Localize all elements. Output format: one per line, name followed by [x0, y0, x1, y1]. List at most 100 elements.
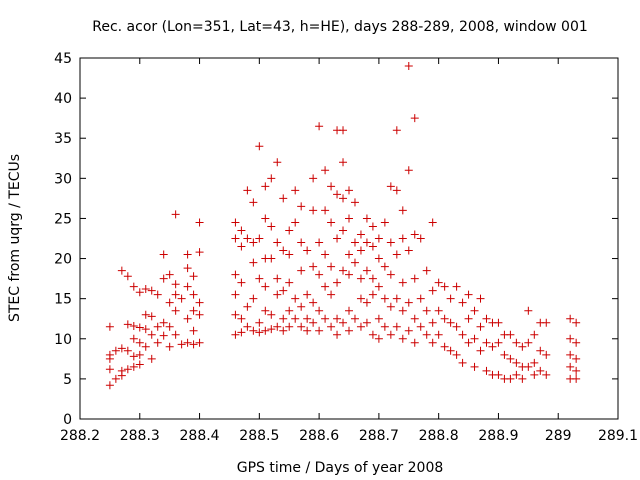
data-point-marker [398, 334, 407, 343]
data-point-marker [267, 325, 276, 334]
data-point-marker [368, 274, 377, 283]
data-point-marker [129, 334, 138, 343]
data-point-marker [380, 262, 389, 271]
data-point-marker [183, 282, 192, 291]
data-point-marker [297, 322, 306, 331]
data-point-marker [506, 330, 515, 339]
data-point-marker [195, 248, 204, 257]
data-point-marker [333, 278, 342, 287]
data-point-marker [476, 294, 485, 303]
plot-area-frame [79, 57, 619, 420]
data-point-marker [129, 362, 138, 371]
data-point-marker [285, 250, 294, 259]
data-point-marker [315, 238, 324, 247]
data-point-marker [231, 270, 240, 279]
data-point-marker [321, 282, 330, 291]
data-point-marker [398, 306, 407, 315]
data-point-marker [566, 362, 575, 371]
data-point-marker [512, 338, 521, 347]
data-point-marker [303, 326, 312, 335]
data-point-marker [309, 298, 318, 307]
data-point-marker [404, 166, 413, 175]
data-point-marker [249, 198, 258, 207]
data-point-marker [159, 318, 168, 327]
data-point-marker [129, 282, 138, 291]
x-tick-label: 288.4 [180, 428, 220, 444]
data-point-marker [243, 234, 252, 243]
data-point-marker [117, 344, 126, 353]
data-point-marker [261, 306, 270, 315]
data-point-marker [123, 320, 132, 329]
data-point-marker [147, 354, 156, 363]
data-point-marker [171, 330, 180, 339]
data-point-marker [470, 334, 479, 343]
data-point-marker [291, 294, 300, 303]
data-point-marker [350, 238, 359, 247]
data-point-marker [111, 346, 120, 355]
data-point-marker [189, 290, 198, 299]
data-series [105, 62, 581, 390]
data-point-marker [404, 62, 413, 71]
data-point-marker [350, 314, 359, 323]
data-point-marker [267, 310, 276, 319]
data-point-marker [273, 238, 282, 247]
data-point-marker [404, 326, 413, 335]
data-point-marker [153, 290, 162, 299]
data-point-marker [249, 258, 258, 267]
data-point-marker [315, 270, 324, 279]
data-point-marker [189, 306, 198, 315]
data-point-marker [303, 246, 312, 255]
data-point-marker [380, 294, 389, 303]
chart-title: Rec. acor (Lon=351, Lat=43, h=HE), days … [92, 19, 588, 35]
data-point-marker [231, 310, 240, 319]
x-tick-label: 288.9 [478, 428, 518, 444]
data-point-marker [105, 381, 114, 390]
data-point-marker [572, 354, 581, 363]
data-point-marker [327, 322, 336, 331]
y-tick-label: 20 [54, 252, 72, 268]
data-point-marker [368, 290, 377, 299]
data-point-marker [159, 250, 168, 259]
data-point-marker [440, 314, 449, 323]
data-point-marker [362, 238, 371, 247]
data-point-marker [285, 278, 294, 287]
data-point-marker [255, 142, 264, 151]
data-point-marker [452, 322, 461, 331]
data-point-marker [297, 302, 306, 311]
data-point-marker [339, 194, 348, 203]
data-point-marker [321, 250, 330, 259]
data-point-marker [309, 174, 318, 183]
data-point-marker [368, 242, 377, 251]
data-point-marker [309, 262, 318, 271]
data-point-marker [183, 264, 192, 273]
data-point-marker [494, 338, 503, 347]
data-point-marker [165, 270, 174, 279]
data-point-marker [398, 278, 407, 287]
data-point-marker [315, 326, 324, 335]
data-point-marker [165, 322, 174, 331]
data-point-marker [494, 370, 503, 379]
data-point-marker [153, 338, 162, 347]
y-tick-label: 10 [54, 332, 72, 348]
data-point-marker [135, 338, 144, 347]
data-point-marker [416, 322, 425, 331]
data-point-marker [171, 280, 180, 289]
data-point-marker [488, 342, 497, 351]
data-point-marker [141, 310, 150, 319]
data-point-marker [321, 206, 330, 215]
data-point-marker [273, 322, 282, 331]
data-point-marker [380, 218, 389, 227]
data-point-marker [458, 330, 467, 339]
data-point-marker [386, 330, 395, 339]
data-point-marker [189, 340, 198, 349]
data-point-marker [524, 306, 533, 315]
data-point-marker [356, 246, 365, 255]
data-point-marker [422, 266, 431, 275]
data-point-marker [356, 322, 365, 331]
data-point-marker [177, 340, 186, 349]
data-point-marker [345, 250, 353, 259]
data-point-marker [249, 326, 258, 335]
data-point-marker [231, 234, 240, 243]
data-point-marker [428, 286, 437, 295]
y-tick-label: 5 [63, 372, 72, 388]
